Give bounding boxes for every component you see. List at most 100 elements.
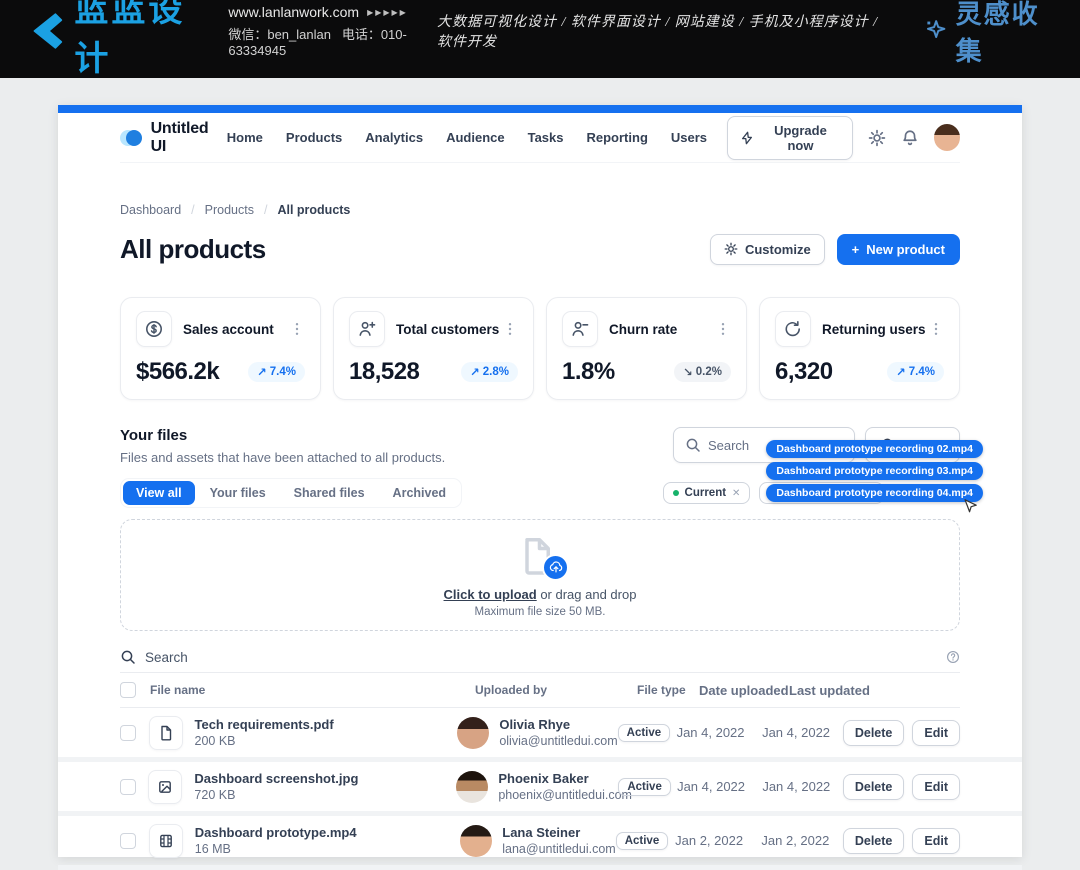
user-name: Phoenix Baker <box>498 771 589 786</box>
upload-dropzone[interactable]: Click to upload or drag and drop Maximum… <box>120 519 960 631</box>
breadcrumb-dashboard[interactable]: Dashboard <box>120 203 182 217</box>
delete-button[interactable]: Delete <box>842 773 905 800</box>
dashboard-window: Untitled UI Home Products Analytics Audi… <box>58 105 1022 870</box>
nav-item-home[interactable]: Home <box>226 130 263 145</box>
notifications-button[interactable] <box>901 129 919 147</box>
nav-item-users[interactable]: Users <box>670 130 708 145</box>
delete-button[interactable]: Delete <box>842 827 905 854</box>
file-size: 720 KB <box>194 788 236 802</box>
row-checkbox[interactable] <box>120 832 136 849</box>
customize-button[interactable]: Customize <box>709 233 825 265</box>
search-icon <box>685 437 701 453</box>
edit-button[interactable]: Edit <box>912 827 960 854</box>
stat-menu-button[interactable] <box>715 321 731 337</box>
untitled-ui-logo[interactable]: Untitled UI <box>120 120 227 156</box>
bell-icon <box>901 129 919 147</box>
settings-button[interactable] <box>868 129 886 147</box>
row-checkbox[interactable] <box>120 778 136 795</box>
status-badge: Active <box>617 724 671 742</box>
plus-icon: + <box>851 241 860 257</box>
tab-archived[interactable]: Archived <box>392 486 447 500</box>
dropzone-note: Maximum file size 50 MB. <box>474 605 606 618</box>
stat-menu-button[interactable] <box>928 321 944 337</box>
file-name: Dashboard screenshot.jpg <box>194 771 359 786</box>
table-row: Dashboard prototype.mp4 16 MB Lana Stein… <box>120 816 960 865</box>
stat-menu-button[interactable] <box>502 321 518 337</box>
close-icon[interactable]: ✕ <box>732 487 741 499</box>
trend-up-icon: ↗ <box>257 367 267 379</box>
sparkle-icon <box>923 16 949 46</box>
nav-item-audience[interactable]: Audience <box>446 130 505 145</box>
tab-shared-files[interactable]: Shared files <box>293 486 365 500</box>
row-divider <box>58 811 1022 816</box>
zap-icon <box>740 131 754 145</box>
help-button[interactable] <box>946 650 960 664</box>
delete-button[interactable]: Delete <box>842 719 905 746</box>
col-last-updated[interactable]: Last updated <box>789 682 870 698</box>
col-file-type[interactable]: File type <box>637 683 686 697</box>
banner-wechat: 微信：ben_lanlan <box>228 27 331 42</box>
lanlan-logo-text: 蓝蓝设计 <box>74 0 186 79</box>
filter-chip-current[interactable]: Current ✕ <box>662 482 751 504</box>
trend-up-icon: ↗ <box>896 367 906 379</box>
stat-value: 18,528 <box>349 358 420 385</box>
last-updated: Jan 2, 2022 <box>761 833 830 848</box>
files-section-subtitle: Files and assets that have been attached… <box>120 450 446 465</box>
stat-menu-button[interactable] <box>289 321 305 337</box>
col-date-uploaded[interactable]: Date uploaded <box>699 682 789 698</box>
banner-collect-text: 灵感收集 <box>955 0 1040 66</box>
trend-badge: ↗ 7.4% <box>248 362 305 382</box>
table-search[interactable] <box>120 642 960 673</box>
nav-links: Home Products Analytics Audience Tasks R… <box>227 130 707 145</box>
row-checkbox[interactable] <box>120 724 136 741</box>
select-all-checkbox[interactable] <box>120 682 136 698</box>
trend-badge: ↗ 2.8% <box>461 362 518 382</box>
upload-file-chips: Dashboard prototype recording 02.mp4 Das… <box>766 440 983 502</box>
nav-item-tasks[interactable]: Tasks <box>527 130 564 145</box>
lanlan-logo-icon <box>26 8 66 54</box>
user-email: lana@untitledui.com <box>502 842 616 856</box>
table-search-input[interactable] <box>145 649 937 665</box>
col-file-name[interactable]: File name <box>150 683 206 697</box>
breadcrumb-separator: / <box>263 203 268 217</box>
gear-icon <box>868 129 886 147</box>
status-badge: Active <box>618 778 671 796</box>
top-nav: Untitled UI Home Products Analytics Audi… <box>120 113 960 163</box>
video-icon <box>148 823 183 858</box>
card-accent-bar <box>58 105 1022 113</box>
status-dot-icon <box>672 490 679 496</box>
col-uploaded-by[interactable]: Uploaded by <box>475 683 548 697</box>
trend-down-icon: ↘ <box>683 367 693 379</box>
tab-your-files[interactable]: Your files <box>209 486 266 500</box>
status-badge: Active <box>615 832 669 850</box>
upgrade-button[interactable]: Upgrade now <box>727 115 853 160</box>
breadcrumb-products[interactable]: Products <box>204 203 254 217</box>
upload-chip[interactable]: Dashboard prototype recording 03.mp4 <box>766 462 983 480</box>
file-size: 16 MB <box>194 842 231 856</box>
nav-item-analytics[interactable]: Analytics <box>365 130 424 145</box>
stat-value: $566.2k <box>136 358 220 385</box>
nav-item-products[interactable]: Products <box>285 130 343 145</box>
upload-chip[interactable]: Dashboard prototype recording 04.mp4 <box>766 484 983 502</box>
file-name: Tech requirements.pdf <box>194 717 334 732</box>
page-title: All products <box>120 233 266 264</box>
tab-view-all[interactable]: View all <box>123 481 195 505</box>
breadcrumb-all-products[interactable]: All products <box>277 203 351 217</box>
user-plus-icon <box>349 311 385 347</box>
files-tabs: View all Your files Shared files Archive… <box>120 478 463 508</box>
edit-button[interactable]: Edit <box>912 719 960 746</box>
last-updated: Jan 4, 2022 <box>762 725 831 740</box>
file-name: Dashboard prototype.mp4 <box>194 825 357 840</box>
upload-cloud-icon <box>542 553 569 581</box>
new-product-button[interactable]: + New product <box>836 233 960 265</box>
nav-item-reporting[interactable]: Reporting <box>586 130 648 145</box>
user-avatar[interactable] <box>933 124 960 151</box>
edit-button[interactable]: Edit <box>912 773 960 800</box>
upload-chip[interactable]: Dashboard prototype recording 02.mp4 <box>766 440 983 458</box>
user-email: phoenix@untitledui.com <box>498 788 632 802</box>
table-header: File name Uploaded by File type Date upl… <box>120 673 960 708</box>
dropzone-hint: or drag and drop <box>540 586 637 602</box>
stat-value: 6,320 <box>775 358 833 385</box>
click-to-upload-link[interactable]: Click to upload <box>443 586 537 602</box>
cursor-icon <box>960 497 978 515</box>
